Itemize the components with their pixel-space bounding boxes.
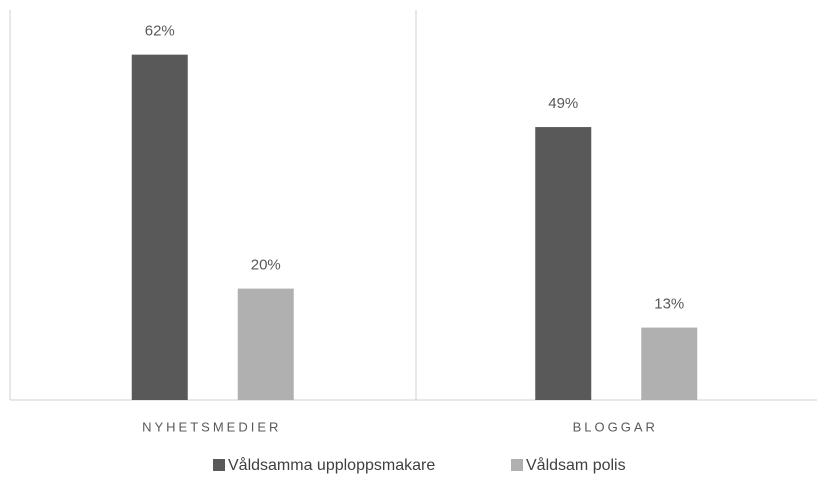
bar [237, 288, 294, 400]
data-label: 13% [654, 296, 684, 313]
legend-label: Våldsamma upploppsmakare [228, 456, 435, 474]
x-tick-label: NYHETSMEDIER [142, 419, 281, 434]
bar [535, 127, 592, 400]
legend-swatch [213, 459, 225, 471]
legend-label: Våldsam polis [526, 456, 626, 474]
data-label: 20% [251, 257, 281, 274]
data-label: 62% [145, 23, 175, 40]
data-label: 49% [548, 95, 578, 112]
bar [641, 327, 698, 400]
bar [131, 54, 188, 400]
legend-swatch [511, 459, 523, 471]
x-tick-label: BLOGGAR [573, 419, 658, 434]
